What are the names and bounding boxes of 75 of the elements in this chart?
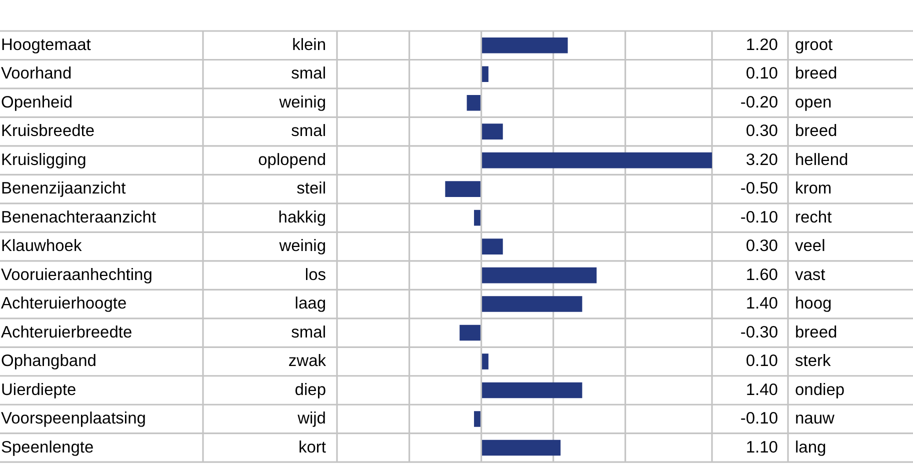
text: ondiep	[795, 380, 845, 399]
text: hoog	[795, 294, 832, 313]
y-tick-label: Benenachteraanzicht	[1, 208, 156, 226]
text: weinig	[278, 93, 326, 112]
bar	[474, 210, 480, 226]
data-label: 1.40	[746, 294, 778, 313]
text: kort	[298, 438, 326, 456]
y-tick-label: Vooruieraanhechting	[1, 266, 152, 284]
y-tick-label: Uierdiepte	[1, 380, 76, 399]
bar	[482, 37, 568, 54]
bar	[482, 152, 712, 168]
text: breed	[795, 122, 838, 140]
data-label: -0.10	[740, 208, 778, 226]
text: zwak	[288, 352, 327, 370]
text: nauw	[795, 410, 835, 428]
text: veel	[795, 237, 826, 256]
y-tick-label: Voorspeenplaatsing	[1, 410, 146, 428]
data-label: 1.20	[746, 36, 778, 54]
y-tick-label: Achteruierhoogte	[1, 294, 127, 313]
text: smal	[291, 323, 326, 342]
text: recht	[795, 208, 832, 226]
y-tick-label: Klauwhoek	[1, 237, 82, 256]
bar	[482, 238, 503, 254]
data-label: 1.10	[746, 438, 778, 456]
y-tick-label: Kruisbreedte	[1, 122, 95, 140]
bar	[482, 66, 488, 82]
data-label: 0.30	[746, 122, 778, 140]
bar	[445, 181, 480, 197]
bar	[482, 267, 597, 284]
text: open	[795, 93, 832, 112]
text: los	[304, 266, 326, 284]
y-tick-label: Openheid	[1, 93, 73, 112]
text: krom	[795, 180, 832, 198]
text: steil	[296, 180, 326, 198]
bar	[482, 440, 561, 456]
text: breed	[795, 64, 838, 83]
text: vast	[795, 266, 826, 284]
text: laag	[294, 294, 326, 313]
bar	[482, 354, 488, 370]
data-label: 0.30	[746, 237, 778, 256]
y-tick-label: Ophangband	[1, 352, 96, 370]
data-label: -0.30	[740, 323, 778, 342]
bar	[460, 324, 480, 341]
data-label: 0.10	[746, 64, 778, 83]
text: oplopend	[258, 150, 326, 169]
text: hakkig	[278, 208, 326, 226]
text: wijd	[296, 410, 326, 428]
data-label: -0.50	[740, 180, 778, 198]
text: weinig	[278, 237, 326, 256]
data-label: 1.40	[746, 380, 778, 399]
bar	[482, 124, 503, 140]
y-tick-label: Voorhand	[1, 64, 72, 83]
text: smal	[291, 64, 326, 83]
bar	[466, 94, 480, 111]
text: groot	[795, 36, 834, 54]
text: diep	[294, 380, 326, 399]
text: sterk	[795, 352, 832, 370]
data-label: 0.10	[746, 352, 778, 370]
data-label: 3.20	[746, 150, 778, 169]
text: lang	[795, 438, 826, 456]
data-label: -0.20	[740, 93, 778, 112]
y-tick-label: Speenlengte	[1, 438, 94, 456]
text: breed	[795, 323, 838, 342]
y-tick-label: Hoogtemaat	[1, 36, 92, 54]
text: hellend	[795, 150, 848, 169]
bar	[474, 411, 480, 427]
text: klein	[292, 36, 326, 54]
data-label: -0.10	[740, 410, 778, 428]
bar	[482, 296, 582, 312]
y-tick-label: Achteruierbreedte	[1, 323, 132, 342]
y-tick-label: Kruisligging	[1, 150, 86, 169]
y-tick-label: Benenzijaanzicht	[1, 180, 126, 198]
text: smal	[291, 122, 326, 140]
data-label: 1.60	[746, 266, 778, 284]
bar	[482, 382, 582, 398]
